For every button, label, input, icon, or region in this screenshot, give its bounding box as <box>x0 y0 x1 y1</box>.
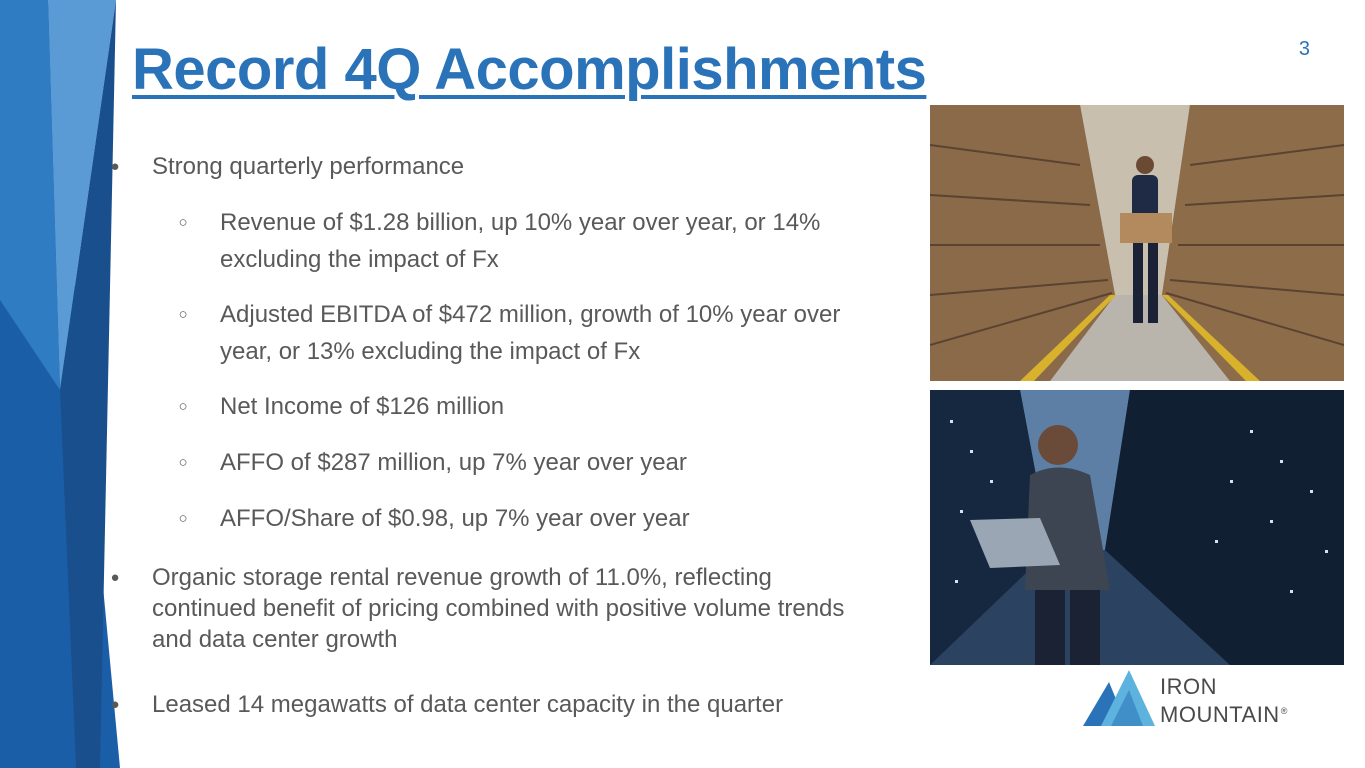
sub-bullet-text: AFFO/Share of $0.98, up 7% year over yea… <box>220 505 690 532</box>
sub-bullet-marker: ○ <box>178 306 188 323</box>
logo-wordmark-line2: MOUNTAIN® <box>1160 702 1288 727</box>
bullet-text: Strong quarterly performance <box>152 153 465 180</box>
bullet-text: Leased 14 megawatts of data center capac… <box>152 691 784 718</box>
bullet-text: Organic storage rental revenue growth of… <box>152 564 845 653</box>
logo-wordmark-line1: IRON <box>1160 674 1217 699</box>
iron-mountain-logo: IRON MOUNTAIN® <box>1083 668 1313 730</box>
data-center-technician-photo <box>930 390 1344 665</box>
bullet-marker: ● <box>110 569 120 586</box>
sub-bullet-text: AFFO of $287 million, up 7% year over ye… <box>220 449 687 476</box>
registered-mark: ® <box>1280 705 1288 716</box>
sub-bullet-marker: ○ <box>178 454 188 471</box>
sub-bullet-marker: ○ <box>178 214 188 231</box>
warehouse-worker-photo <box>930 105 1344 381</box>
sub-bullet-marker: ○ <box>178 510 188 527</box>
sub-bullet-text: Net Income of $126 million <box>220 393 505 420</box>
sub-bullet-text: Adjusted EBITDA of $472 million, growth … <box>220 301 841 365</box>
bullet-marker: ● <box>110 158 120 175</box>
sub-bullet-marker: ○ <box>178 398 188 415</box>
bullet-marker: ● <box>110 696 120 713</box>
page-number: 3 <box>1298 38 1310 60</box>
side-decoration <box>0 0 120 768</box>
mountain-logo-icon <box>1083 670 1155 726</box>
sub-bullet-text: Revenue of $1.28 billion, up 10% year ov… <box>220 209 821 273</box>
slide-title: Record 4Q Accomplishments <box>132 37 927 102</box>
